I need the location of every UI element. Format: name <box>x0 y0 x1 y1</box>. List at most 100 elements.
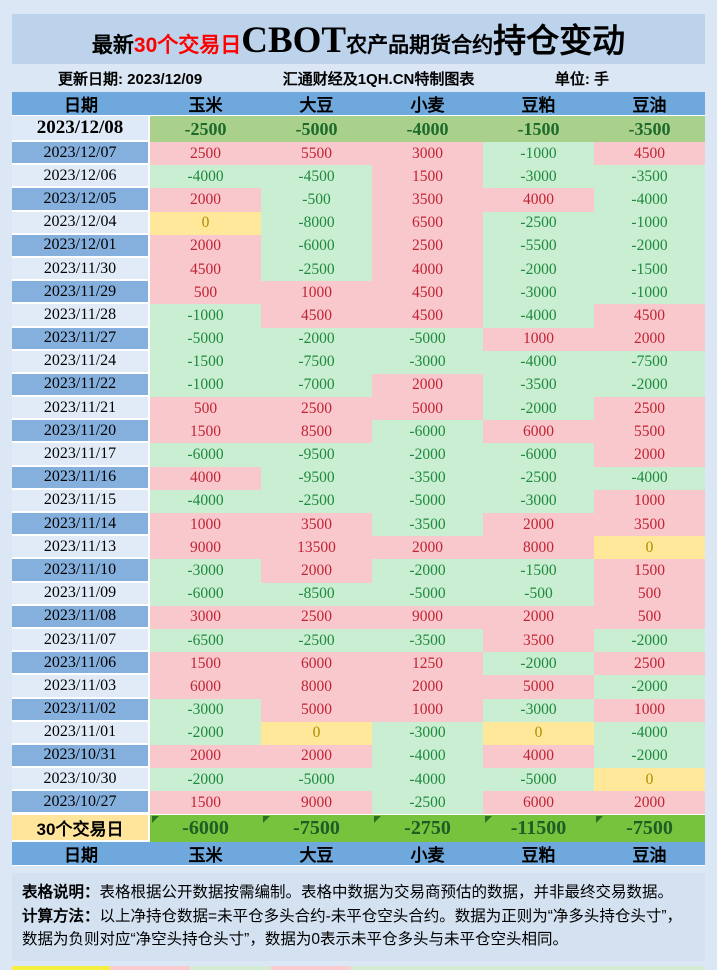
table-row: 2023/11/30 4500 -2500 4000 -2000 -1500 <box>12 257 705 282</box>
value-cell: 4000 <box>372 257 483 282</box>
column-header-soybean: 大豆 <box>299 96 334 115</box>
table-row: 2023/11/22 -1000 -7000 2000 -3500 -2000 <box>12 373 705 398</box>
notes-panel: 表格说明：表格根据公开数据按需编制。表格中数据为交易商预估的数据，并非最终交易数… <box>12 873 705 962</box>
table-row: 2023/11/24 -1500 -7500 -3000 -4000 -7500 <box>12 350 705 374</box>
value-cell: 6500 <box>372 211 483 235</box>
value-cell: 1000 <box>594 489 705 513</box>
value-cell: 2000 <box>594 443 705 467</box>
table-row: 2023/10/27 1500 9000 -2500 6000 2000 <box>12 791 705 815</box>
value-cell: -2500 <box>372 791 483 815</box>
meta-row: 更新日期: 2023/12/09 汇通财经及1QH.CN特制图表 单位: 手 <box>12 64 705 92</box>
value-cell: 4500 <box>261 304 372 328</box>
value-cell: -4000 <box>372 116 483 142</box>
note-label: 计算方法： <box>22 907 100 925</box>
date-cell: 2023/11/27 <box>12 327 150 351</box>
summary-value-soymeal: -11500 <box>483 815 594 843</box>
footer-column-soyoil: 豆油 <box>632 846 667 866</box>
table-row: 2023/10/31 2000 2000 -4000 4000 -2000 <box>12 744 705 769</box>
value-cell: -2000 <box>372 559 483 583</box>
note-text: 表格根据公开数据按需编制。表格中数据为交易商预估的数据，并非最终交易数据。 <box>99 884 674 902</box>
value-cell: -5000 <box>150 327 261 351</box>
title-banner: 最新 30个交易日 CBOT 农产品期货合约 持仓变动 <box>12 14 705 64</box>
value-cell: -2500 <box>261 257 372 282</box>
value-cell: -4000 <box>150 489 261 513</box>
date-cell: 2023/12/06 <box>12 165 150 189</box>
table-row: 2023/11/13 9000 13500 2000 8000 0 <box>12 536 705 560</box>
value-cell: -2500 <box>483 211 594 235</box>
value-cell: 1000 <box>483 327 594 351</box>
table-row: 2023/10/30 -2000 -5000 -4000 -5000 0 <box>12 768 705 792</box>
value-cell: 4500 <box>594 142 705 166</box>
date-cell: 2023/12/05 <box>12 188 150 212</box>
date-cell: 2023/11/16 <box>12 466 150 490</box>
value-cell: -3000 <box>150 559 261 583</box>
value-cell: 4000 <box>483 744 594 769</box>
date-cell: 2023/12/07 <box>12 142 150 166</box>
value-cell: -4000 <box>594 721 705 745</box>
value-cell: 8500 <box>261 420 372 444</box>
note-calculation-method: 计算方法：以上净持仓数据=未平仓多头合约-未平仓空头合约。数据为正则为“净多头持… <box>22 905 695 952</box>
value-cell: 2000 <box>594 791 705 815</box>
value-cell: 500 <box>594 605 705 629</box>
value-cell: -2500 <box>261 489 372 513</box>
value-cell: -3000 <box>150 698 261 722</box>
value-cell: 2000 <box>261 744 372 769</box>
value-cell: 1000 <box>372 698 483 722</box>
table-row: 2023/12/07 2500 5500 3000 -1000 4500 <box>12 142 705 166</box>
source-credit: 汇通财经及1QH.CN特制图表 <box>282 70 475 88</box>
date-cell: 2023/11/07 <box>12 628 150 653</box>
value-cell: 5000 <box>372 397 483 421</box>
value-cell: -4000 <box>372 744 483 769</box>
value-cell: 4000 <box>150 466 261 490</box>
value-cell: -6500 <box>150 628 261 653</box>
value-cell: -9500 <box>261 466 372 490</box>
value-cell: -4000 <box>594 188 705 212</box>
value-cell: 3500 <box>372 188 483 212</box>
positions-table: 日期 玉米 大豆 小麦 豆粕 豆油 2023/12/08 -2500 -5000-… <box>12 92 705 867</box>
value-cell: 1250 <box>372 652 483 676</box>
value-cell: -2500 <box>150 116 261 142</box>
table-row: 2023/12/08 -2500 -5000 -4000 -1500 -3500 <box>12 116 705 142</box>
value-cell: -8000 <box>261 211 372 235</box>
note-table-description: 表格说明：表格根据公开数据按需编制。表格中数据为交易商预估的数据，并非最终交易数… <box>22 881 695 904</box>
table-row: 2023/11/06 1500 6000 1250 -2000 2500 <box>12 652 705 676</box>
value-cell: 3000 <box>372 142 483 166</box>
column-header-date: 日期 <box>64 96 98 115</box>
value-cell: 2000 <box>150 234 261 258</box>
date-cell: 2023/11/15 <box>12 489 150 513</box>
table-row: 2023/11/10 -3000 2000 -2000 -1500 1500 <box>12 559 705 583</box>
summary-value-corn: -6000 <box>150 815 261 843</box>
date-cell: 2023/11/09 <box>12 582 150 606</box>
value-cell: -9500 <box>261 443 372 467</box>
next-table-sliver <box>12 966 705 970</box>
value-cell: 1500 <box>150 791 261 815</box>
value-cell: -1000 <box>150 304 261 328</box>
table-row: 2023/11/03 6000 8000 2000 5000 -2000 <box>12 675 705 699</box>
value-cell: -2000 <box>150 768 261 792</box>
title-suffix: 持仓变动 <box>493 22 626 59</box>
date-cell: 2023/11/08 <box>12 605 150 629</box>
value-cell: 2500 <box>594 652 705 676</box>
value-cell: -2000 <box>594 234 705 258</box>
value-cell: 1500 <box>150 420 261 444</box>
value-cell: 3500 <box>483 628 594 653</box>
table-footer-header-row: 日期 玉米 大豆 小麦 豆粕 豆油 <box>12 842 705 867</box>
summary-label: 30个交易日 <box>12 815 150 843</box>
comment-triangle-icon <box>152 816 159 824</box>
value-cell: -4000 <box>150 165 261 189</box>
table-row: 2023/11/07 -6500 -2500 -3500 3500 -2000 <box>12 628 705 653</box>
table-row: 2023/11/09 -6000 -8500 -5000 -500 500 <box>12 582 705 606</box>
table-row: 2023/11/17 -6000 -9500 -2000 -6000 2000 <box>12 443 705 467</box>
value-cell: -6000 <box>261 234 372 258</box>
date-cell: 2023/11/29 <box>12 281 150 305</box>
value-cell: 0 <box>594 768 705 792</box>
table-row: 2023/11/15 -4000 -2500 -5000 -3000 1000 <box>12 489 705 513</box>
date-cell: 2023/12/01 <box>12 234 150 258</box>
value-cell: 2000 <box>150 188 261 212</box>
value-cell: -500 <box>483 582 594 606</box>
value-cell: 1000 <box>261 281 372 305</box>
value-cell: 2000 <box>150 744 261 769</box>
value-cell: -1000 <box>594 281 705 305</box>
date-cell: 2023/10/27 <box>12 791 150 815</box>
value-cell: -2500 <box>483 466 594 490</box>
